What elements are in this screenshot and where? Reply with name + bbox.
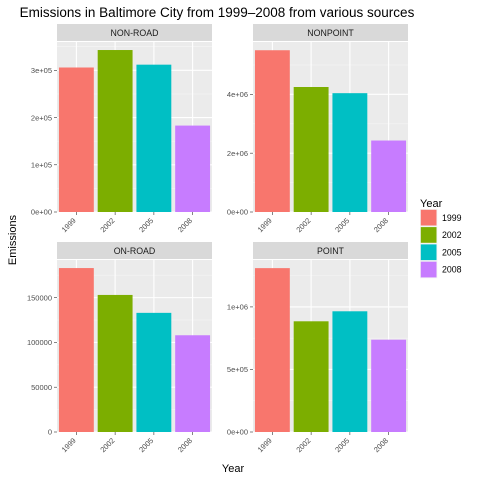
bar bbox=[175, 335, 211, 432]
y-tick-label: 2e+06 bbox=[227, 149, 248, 158]
x-tick-label: 2005 bbox=[137, 436, 155, 454]
y-tick-label: 1e+05 bbox=[31, 160, 52, 169]
facet-strip bbox=[253, 242, 408, 259]
bar bbox=[136, 64, 172, 213]
bar bbox=[293, 321, 329, 432]
bar bbox=[293, 87, 329, 212]
bar bbox=[371, 140, 407, 212]
x-tick-label: 1999 bbox=[60, 436, 78, 454]
facet-panel: POINT 0e+00 5e+05 1e+06 1999 2002 2005 2008 bbox=[227, 242, 408, 454]
facet-strip-label: ON-ROAD bbox=[114, 246, 156, 256]
bar bbox=[136, 312, 172, 432]
chart-title: Emissions in Baltimore City from 1999–20… bbox=[20, 5, 415, 20]
x-tick-label: 2008 bbox=[176, 436, 194, 454]
legend-item: 2005 bbox=[420, 243, 462, 261]
bar bbox=[97, 294, 133, 432]
legend-swatch bbox=[420, 261, 437, 278]
legend-label: 1999 bbox=[442, 213, 462, 223]
y-tick-label: 3e+05 bbox=[31, 66, 52, 75]
legend-title: Year bbox=[420, 198, 443, 210]
x-tick-label: 2002 bbox=[98, 216, 116, 234]
bar bbox=[332, 93, 368, 212]
facet-strip bbox=[57, 242, 212, 259]
legend-swatch bbox=[420, 209, 437, 226]
y-tick-label: 0e+00 bbox=[227, 428, 248, 437]
facet-panel: NONPOINT 0e+00 2e+06 4e+06 1999 2002 2005 2008 bbox=[227, 24, 408, 234]
facet-strip bbox=[57, 24, 212, 41]
y-tick-label: 4e+06 bbox=[227, 90, 248, 99]
x-tick-label: 1999 bbox=[256, 436, 274, 454]
bar bbox=[58, 67, 94, 212]
y-tick-label: 150000 bbox=[27, 293, 52, 302]
y-tick-label: 1e+06 bbox=[227, 303, 248, 312]
x-tick-label: 2008 bbox=[372, 436, 390, 454]
facet-panel: NON-ROAD 0e+00 1e+05 2e+05 3e+05 1999 2002 2005… bbox=[31, 24, 212, 234]
facet-panels: NON-ROAD 0e+00 1e+05 2e+05 3e+05 1999 2002 2005… bbox=[27, 24, 408, 454]
x-axis-title: Year bbox=[222, 463, 245, 475]
y-tick-label: 2e+05 bbox=[31, 113, 52, 122]
facet-panel: ON-ROAD 0 50000 100000 150000 1999 2002 2005 200… bbox=[27, 242, 212, 454]
bar bbox=[254, 268, 290, 432]
bar bbox=[371, 339, 407, 432]
x-tick-label: 2002 bbox=[294, 436, 312, 454]
legend-label: 2002 bbox=[442, 230, 462, 240]
legend-label: 2005 bbox=[442, 247, 462, 257]
bar bbox=[97, 50, 133, 213]
x-tick-label: 2005 bbox=[137, 216, 155, 234]
legend-swatch bbox=[420, 244, 437, 261]
facet-strip bbox=[253, 24, 408, 41]
legend-item: 2002 bbox=[420, 226, 462, 244]
legend-swatch bbox=[420, 227, 437, 243]
x-tick-label: 2002 bbox=[294, 216, 312, 234]
x-tick-label: 2008 bbox=[372, 216, 390, 234]
y-tick-label: 50000 bbox=[31, 383, 52, 392]
x-tick-label: 2002 bbox=[98, 436, 116, 454]
x-tick-label: 2005 bbox=[333, 436, 351, 454]
y-tick-label: 0e+00 bbox=[227, 208, 248, 217]
x-tick-label: 2008 bbox=[176, 216, 194, 234]
legend-item: 2008 bbox=[420, 260, 462, 279]
bar bbox=[175, 125, 211, 212]
x-tick-label: 1999 bbox=[256, 216, 274, 234]
y-tick-label: 0e+00 bbox=[31, 208, 52, 217]
legend-item: 1999 bbox=[420, 209, 462, 227]
facet-strip-label: NON-ROAD bbox=[111, 28, 159, 38]
legend: Year 1999 2002 2005 2008 bbox=[420, 198, 462, 279]
y-tick-label: 5e+05 bbox=[227, 365, 248, 374]
facet-strip-label: POINT bbox=[317, 246, 345, 256]
facet-strip-label: NONPOINT bbox=[307, 28, 354, 38]
y-tick-label: 100000 bbox=[27, 338, 52, 347]
x-tick-label: 2005 bbox=[333, 216, 351, 234]
x-tick-label: 1999 bbox=[60, 216, 78, 234]
legend-label: 2008 bbox=[442, 265, 462, 275]
bar bbox=[58, 268, 94, 432]
bar bbox=[332, 311, 368, 432]
y-axis-title: Emissions bbox=[7, 214, 19, 265]
y-tick-label: 0 bbox=[48, 428, 52, 437]
bar bbox=[254, 50, 290, 213]
